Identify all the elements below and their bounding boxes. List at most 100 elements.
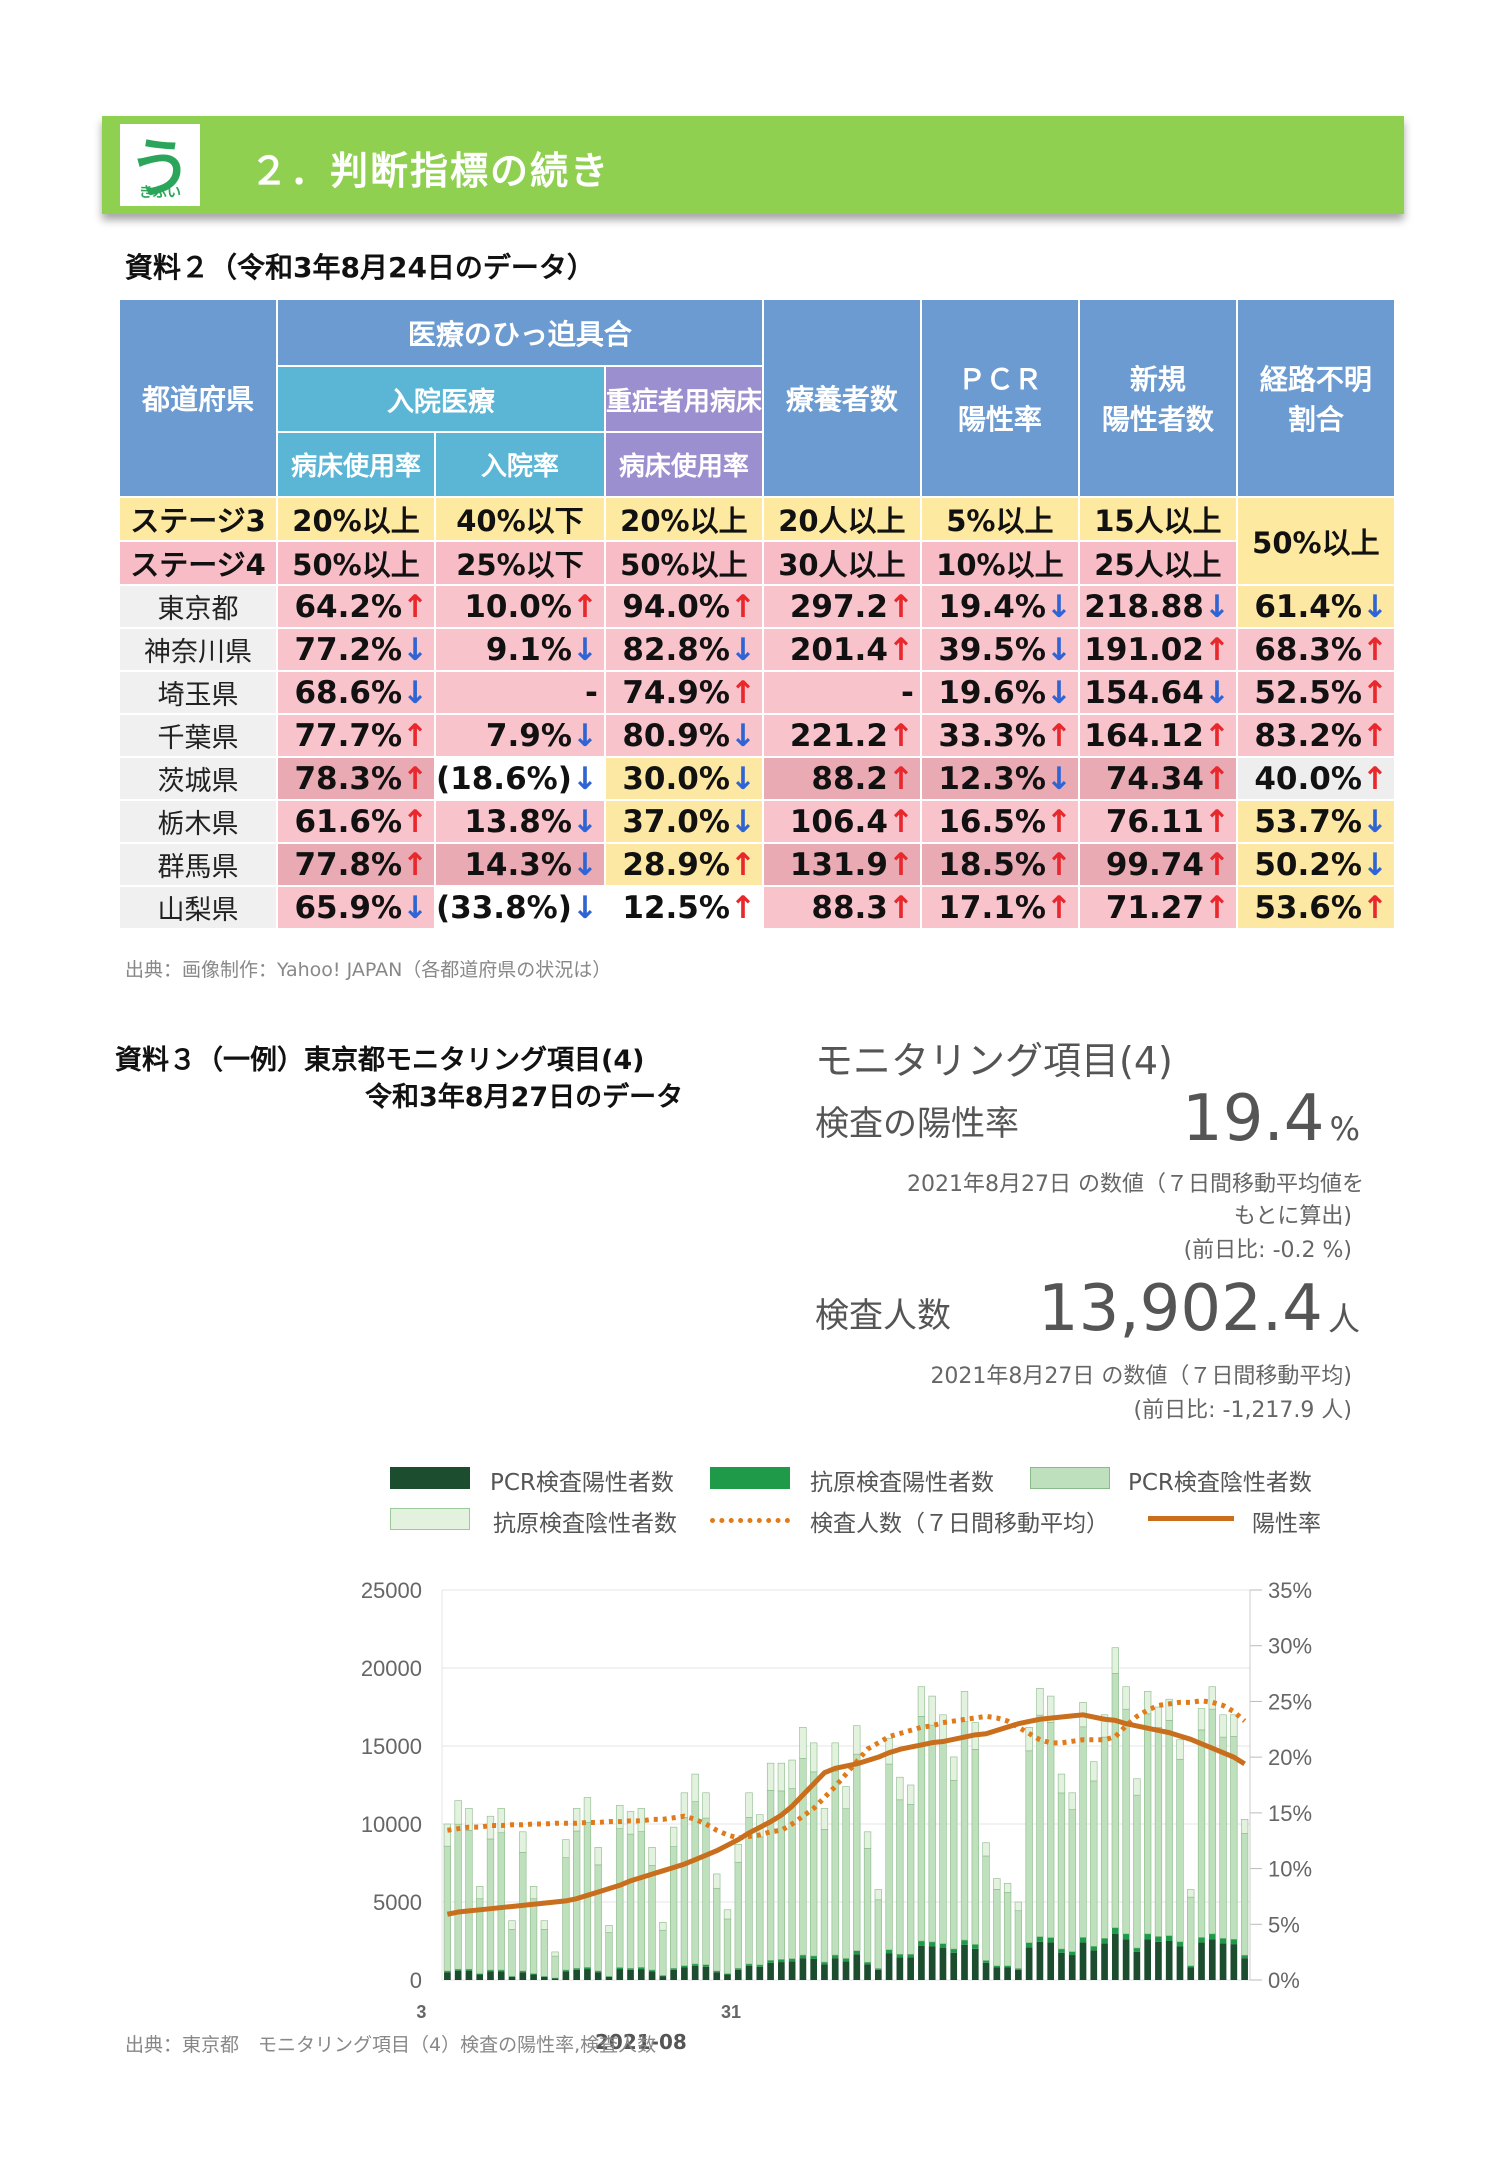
table-cell: 71.27↑ bbox=[1079, 887, 1236, 928]
arrow-down-icon: ↓ bbox=[1045, 760, 1072, 797]
table-cell: 40.0%↑ bbox=[1237, 758, 1394, 799]
bar-pcr-negative bbox=[842, 1808, 850, 1959]
stage4-pcr: 10%以上 bbox=[921, 542, 1078, 584]
table-cell: 297.2↑ bbox=[763, 586, 920, 627]
bar-pcr-negative bbox=[1197, 1729, 1206, 1938]
logo-sub: きぷい bbox=[139, 185, 181, 201]
bar-pcr-positive bbox=[831, 1958, 839, 1980]
arrow-down-icon: ↓ bbox=[729, 760, 756, 797]
legend-swatch-tests-avg bbox=[710, 1518, 790, 1523]
bar-antigen-negative bbox=[745, 1792, 753, 1818]
bar-pcr-positive bbox=[874, 1969, 882, 1980]
cell-value: 61.6% bbox=[294, 803, 403, 840]
table-cell: 154.64↓ bbox=[1079, 672, 1236, 713]
cell-value: 218.88 bbox=[1084, 588, 1204, 625]
stage3-bed: 20%以上 bbox=[278, 498, 434, 540]
bar-pcr-negative bbox=[810, 1771, 818, 1957]
table-cell: 28.9%↑ bbox=[605, 844, 762, 885]
bar-pcr-positive bbox=[487, 1971, 494, 1980]
bar-antigen-negative bbox=[810, 1742, 818, 1773]
bar-pcr-positive bbox=[971, 1948, 979, 1980]
arrow-up-icon: ↑ bbox=[1203, 717, 1230, 754]
header-prefecture: 都道府県 bbox=[120, 300, 276, 496]
cell-value: 19.6% bbox=[938, 674, 1046, 711]
bar-antigen-negative bbox=[540, 1920, 548, 1930]
cell-value: 74.34 bbox=[1105, 760, 1204, 797]
bar-pcr-positive bbox=[734, 1969, 742, 1980]
stage4-new: 25人以上 bbox=[1079, 542, 1236, 584]
left-tick-label: 5000 bbox=[373, 1890, 422, 1915]
stage3-severe: 20%以上 bbox=[605, 498, 762, 540]
header-severe: 重症者用病床 bbox=[605, 367, 762, 431]
bar-antigen-positive bbox=[1047, 1937, 1055, 1943]
bar-antigen-negative bbox=[497, 1808, 505, 1834]
section3-caption-line2: 令和3年8月27日のデータ bbox=[365, 1082, 684, 1113]
bar-antigen-negative bbox=[1057, 1773, 1066, 1794]
bar-antigen-negative bbox=[1100, 1714, 1109, 1738]
cell-value: 12.3% bbox=[938, 760, 1046, 797]
bar-pcr-positive bbox=[799, 1958, 807, 1980]
cell-value: 154.64 bbox=[1084, 674, 1204, 711]
bar-antigen-positive bbox=[454, 1969, 462, 1971]
header-pcr-line2: 陽性率 bbox=[957, 403, 1042, 436]
positivity-line bbox=[446, 1712, 1246, 1917]
legend-pcr-negative: PCR検査陰性者数 bbox=[1128, 1470, 1312, 1496]
legend-swatch-positivity bbox=[1148, 1516, 1234, 1521]
tests-avg-line bbox=[447, 1698, 1247, 1841]
arrow-up-icon: ↑ bbox=[729, 588, 756, 625]
bar-antigen-negative bbox=[476, 1886, 484, 1900]
arrow-down-icon: ↓ bbox=[1203, 674, 1230, 711]
page-title: ２．判断指標の続き bbox=[250, 149, 611, 193]
bar-pcr-negative bbox=[950, 1780, 958, 1950]
cell-value: 74.9% bbox=[622, 674, 730, 711]
bar-pcr-negative bbox=[766, 1790, 775, 1961]
bar-pcr-negative bbox=[519, 1852, 527, 1972]
bar-antigen-negative bbox=[1014, 1901, 1023, 1912]
cell-value: 82.8% bbox=[622, 631, 730, 668]
bar-antigen-positive bbox=[928, 1941, 936, 1947]
cell-value: 88.3 bbox=[811, 889, 888, 926]
arrow-down-icon: ↓ bbox=[571, 803, 598, 840]
arrow-up-icon: ↑ bbox=[1203, 803, 1230, 840]
bar-pcr-positive bbox=[562, 1971, 570, 1980]
tests-note2: (前日比: -1,217.9 人) bbox=[1133, 1398, 1352, 1423]
cell-value: 77.2% bbox=[294, 631, 403, 668]
arrow-up-icon: ↑ bbox=[729, 846, 756, 883]
arrow-down-icon: ↓ bbox=[1361, 588, 1388, 625]
bar-pcr-negative bbox=[853, 1753, 861, 1951]
bar-antigen-positive bbox=[1241, 1955, 1248, 1959]
bar-pcr-negative bbox=[1003, 1892, 1012, 1967]
cell-value: 9.1% bbox=[485, 631, 572, 668]
chart-axes: 0 5000 10000 15000 20000 25000 0% 5% 10% 15% 20% 25… bbox=[361, 1578, 1312, 2022]
table-cell: - bbox=[436, 672, 604, 713]
bar-antigen-negative bbox=[993, 1878, 1001, 1890]
bar-pcr-negative bbox=[1176, 1758, 1184, 1943]
right-tick-label: 15% bbox=[1268, 1801, 1312, 1826]
bar-antigen-negative bbox=[529, 1886, 538, 1900]
bar-pcr-negative bbox=[702, 1817, 710, 1966]
bar-pcr-positive bbox=[982, 1962, 990, 1980]
cell-value: 53.6% bbox=[1254, 889, 1362, 926]
bar-pcr-positive bbox=[541, 1976, 548, 1980]
bar-pcr-negative bbox=[982, 1855, 990, 1961]
bar-antigen-positive bbox=[961, 1940, 968, 1945]
cell-value: 64.2% bbox=[294, 588, 403, 625]
cell-value: 78.3% bbox=[294, 760, 403, 797]
bar-pcr-positive bbox=[1090, 1950, 1098, 1980]
bar-pcr-negative bbox=[443, 1845, 452, 1972]
bar-pcr-negative bbox=[820, 1829, 829, 1963]
bar-pcr-positive bbox=[702, 1966, 710, 1980]
header-unknown-line2: 割合 bbox=[1287, 403, 1344, 436]
cell-value: 191.02 bbox=[1084, 631, 1204, 668]
bar-antigen-negative bbox=[907, 1784, 915, 1805]
header-bed-rate: 病床使用率 bbox=[278, 433, 434, 496]
bar-antigen-negative bbox=[1144, 1691, 1152, 1715]
bar-pcr-negative bbox=[723, 1918, 732, 1974]
positivity-note3: (前日比: -0.2 %) bbox=[1183, 1238, 1352, 1263]
bar-antigen-positive bbox=[594, 1970, 602, 1973]
bar-pcr-negative bbox=[1111, 1673, 1119, 1929]
prefecture-name: 埼玉県 bbox=[120, 672, 276, 713]
arrow-down-icon: ↓ bbox=[729, 803, 756, 840]
table-cell: 65.9%↓ bbox=[278, 887, 434, 928]
bar-antigen-negative bbox=[766, 1762, 775, 1791]
